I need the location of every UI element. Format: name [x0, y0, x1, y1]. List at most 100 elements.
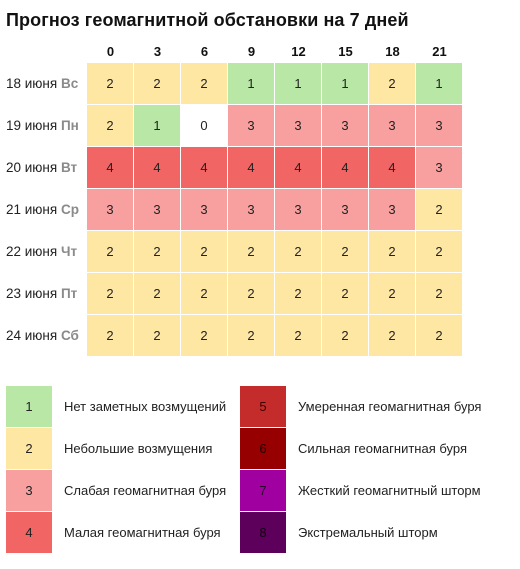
- forecast-cell: 4: [181, 147, 227, 188]
- forecast-cell: 1: [322, 63, 368, 104]
- forecast-cell: 1: [275, 63, 321, 104]
- forecast-cell: 0: [181, 105, 227, 146]
- forecast-cell: 4: [87, 147, 133, 188]
- forecast-cell: 3: [416, 105, 462, 146]
- row-date: 23 июня: [6, 286, 58, 301]
- forecast-cell: 2: [275, 273, 321, 314]
- row-date: 22 июня: [6, 244, 58, 259]
- forecast-cell: 2: [87, 105, 133, 146]
- forecast-cell: 4: [228, 147, 274, 188]
- row-date: 18 июня: [6, 76, 58, 91]
- forecast-cell: 1: [228, 63, 274, 104]
- legend-swatch: 3: [6, 470, 52, 511]
- legend-text: Сильная геомагнитная буря: [298, 441, 467, 456]
- row-dow: Ср: [60, 202, 79, 217]
- forecast-cell: 3: [134, 189, 180, 230]
- hour-label: 0: [106, 44, 115, 59]
- hour-label: 3: [153, 44, 162, 59]
- row-label: 24 июня Сб: [6, 315, 79, 356]
- legend-text: Экстремальный шторм: [298, 525, 438, 540]
- forecast-cell: 2: [181, 231, 227, 272]
- forecast-cell: 2: [134, 231, 180, 272]
- legend-text: Нет заметных возмущений: [64, 399, 227, 414]
- row-label: 18 июня Вс: [6, 63, 78, 104]
- forecast-cell: 2: [369, 315, 415, 356]
- page-title: Прогноз геомагнитной обстановки на 7 дне…: [6, 10, 409, 30]
- forecast-cell: 4: [134, 147, 180, 188]
- forecast-cell: 3: [275, 105, 321, 146]
- hour-label: 9: [247, 44, 256, 59]
- legend-swatch: 4: [6, 512, 52, 553]
- forecast-cell: 2: [181, 63, 227, 104]
- row-dow: Вт: [60, 160, 78, 175]
- hour-header: 0 3 6 9 12 15 18 21: [87, 44, 463, 60]
- forecast-cell: 2: [87, 63, 133, 104]
- row-dow: Пт: [60, 286, 78, 301]
- forecast-cell: 1: [134, 105, 180, 146]
- forecast-cell: 2: [87, 273, 133, 314]
- row-label: 19 июня Пн: [6, 105, 79, 146]
- forecast-cell: 2: [416, 273, 462, 314]
- forecast-cell: 2: [134, 273, 180, 314]
- legend-text: Жесткий геомагнитный шторм: [298, 483, 481, 498]
- forecast-cell: 4: [275, 147, 321, 188]
- forecast-cell: 2: [228, 231, 274, 272]
- legend-swatch: 5: [240, 386, 286, 427]
- forecast-cell: 2: [322, 231, 368, 272]
- row-dow: Чт: [60, 244, 78, 259]
- hour-label: 12: [291, 44, 306, 59]
- forecast-cell: 4: [322, 147, 368, 188]
- legend-swatch: 8: [240, 512, 286, 553]
- forecast-cell: 3: [322, 189, 368, 230]
- row-date: 24 июня: [6, 328, 58, 343]
- legend-swatch: 1: [6, 386, 52, 427]
- hour-label: 6: [200, 44, 209, 59]
- legend-text: Слабая геомагнитная буря: [64, 483, 227, 498]
- row-dow: Сб: [60, 328, 79, 343]
- row-date: 21 июня: [6, 202, 58, 217]
- forecast-cell: 3: [369, 189, 415, 230]
- forecast-cell: 2: [181, 315, 227, 356]
- forecast-cell: 3: [416, 147, 462, 188]
- forecast-cell: 2: [134, 315, 180, 356]
- row-date: 19 июня: [6, 118, 58, 133]
- hour-label: 15: [338, 44, 353, 59]
- row-date: 20 июня: [6, 160, 58, 175]
- forecast-cell: 2: [87, 315, 133, 356]
- forecast-cell: 2: [181, 273, 227, 314]
- hour-label: 21: [432, 44, 447, 59]
- legend-swatch: 7: [240, 470, 286, 511]
- forecast-cell: 4: [369, 147, 415, 188]
- forecast-cell: 2: [275, 315, 321, 356]
- legend-swatch: 2: [6, 428, 52, 469]
- row-label: 22 июня Чт: [6, 231, 77, 272]
- forecast-cell: 2: [416, 315, 462, 356]
- forecast-cell: 2: [416, 231, 462, 272]
- forecast-cell: 3: [228, 189, 274, 230]
- hour-label: 18: [385, 44, 400, 59]
- row-label: 23 июня Пт: [6, 273, 77, 314]
- forecast-cell: 3: [228, 105, 274, 146]
- row-label: 20 июня Вт: [6, 147, 77, 188]
- forecast-cell: 3: [181, 189, 227, 230]
- forecast-cell: 3: [369, 105, 415, 146]
- forecast-cell: 3: [275, 189, 321, 230]
- legend-text: Небольшие возмущения: [64, 441, 213, 456]
- forecast-cell: 2: [369, 273, 415, 314]
- row-dow: Пн: [60, 118, 79, 133]
- legend-text: Умеренная геомагнитная буря: [298, 399, 482, 414]
- legend-text: Малая геомагнитная буря: [64, 525, 221, 540]
- forecast-cell: 2: [87, 231, 133, 272]
- forecast-cell: 2: [275, 231, 321, 272]
- forecast-cell: 2: [369, 63, 415, 104]
- forecast-cell: 2: [322, 273, 368, 314]
- forecast-cell: 2: [416, 189, 462, 230]
